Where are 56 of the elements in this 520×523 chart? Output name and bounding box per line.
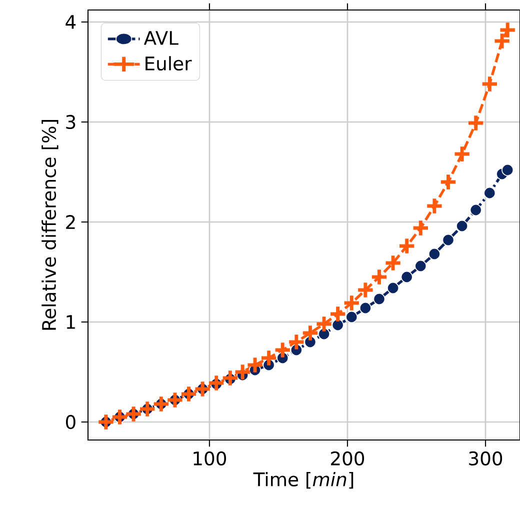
point	[152, 394, 170, 414]
point	[414, 260, 427, 272]
point	[346, 310, 358, 323]
point	[246, 356, 264, 374]
point	[425, 196, 444, 216]
legend-label: AVL	[144, 31, 178, 45]
point	[412, 218, 430, 238]
point	[452, 144, 472, 164]
point	[110, 408, 129, 426]
x-tick-label: 300	[469, 451, 502, 466]
point	[96, 412, 116, 432]
point	[502, 164, 514, 176]
point	[138, 400, 156, 418]
point	[207, 374, 226, 392]
y-tick-label: 0	[66, 414, 76, 430]
y-axis-title: Relative difference [%]	[42, 120, 58, 330]
point	[328, 304, 347, 324]
point	[373, 292, 386, 305]
point	[498, 20, 517, 40]
point	[480, 74, 499, 94]
point	[166, 390, 184, 410]
x-axis-title: Time [min]	[253, 472, 354, 489]
point	[287, 332, 306, 352]
x-tick-label: 200	[331, 451, 364, 466]
point	[234, 362, 252, 382]
y-tick-label: 4	[66, 15, 76, 29]
point	[370, 268, 388, 286]
point	[466, 114, 485, 132]
point	[124, 404, 143, 424]
y-tick-label: 3	[66, 114, 76, 130]
x-tick-label: 100	[194, 451, 226, 466]
point	[332, 318, 344, 331]
point	[400, 270, 413, 283]
point	[356, 280, 374, 300]
point	[314, 314, 334, 334]
point	[342, 294, 361, 312]
point	[442, 234, 454, 246]
point	[428, 248, 440, 260]
point	[484, 186, 496, 199]
point	[301, 324, 320, 342]
y-tick-label: 1	[66, 315, 75, 329]
point	[260, 348, 278, 368]
point	[492, 32, 512, 50]
y-tick-label: 2	[66, 215, 75, 229]
point	[359, 302, 372, 314]
legend-label: Euler	[146, 56, 192, 71]
point	[470, 204, 482, 216]
point	[387, 282, 400, 294]
point	[439, 172, 458, 192]
point	[193, 380, 212, 398]
point	[384, 254, 402, 272]
point	[398, 236, 416, 256]
point	[180, 384, 198, 404]
point	[274, 340, 292, 360]
point	[456, 220, 468, 232]
point	[221, 368, 240, 388]
